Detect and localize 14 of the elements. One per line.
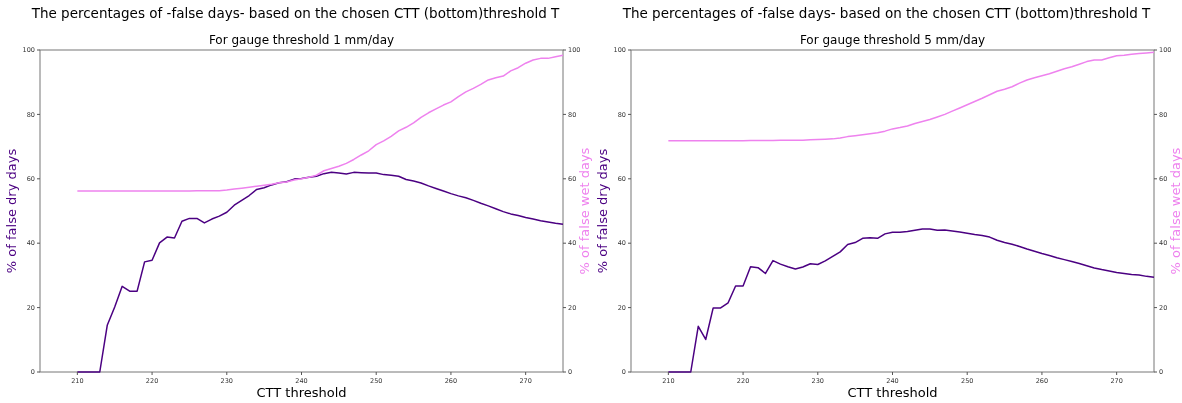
y2-axis-title: % of false wet days <box>577 147 592 275</box>
line-series <box>667 51 1155 142</box>
chart-title: The percentages of -false days- based on the chosen CTT (bottom)threshold T <box>621 5 1152 21</box>
x-axis-title: CTT threshold <box>847 385 938 400</box>
x-axis-title: CTT threshold <box>256 385 347 400</box>
y-axis-title: % of false dry days <box>4 148 19 274</box>
chart-title: The percentages of -false days- based on the chosen CTT (bottom)threshold T <box>30 5 561 21</box>
y-axis-title: % of false dry days <box>595 148 610 274</box>
line-series <box>76 171 564 373</box>
line-series <box>76 54 564 192</box>
chart-subtitle: For gauge threshold 5 mm/day <box>799 33 986 47</box>
y2-axis-title: % of false wet days <box>1168 147 1182 275</box>
chart-subtitle: For gauge threshold 1 mm/day <box>208 33 395 47</box>
line-series <box>667 228 1155 373</box>
